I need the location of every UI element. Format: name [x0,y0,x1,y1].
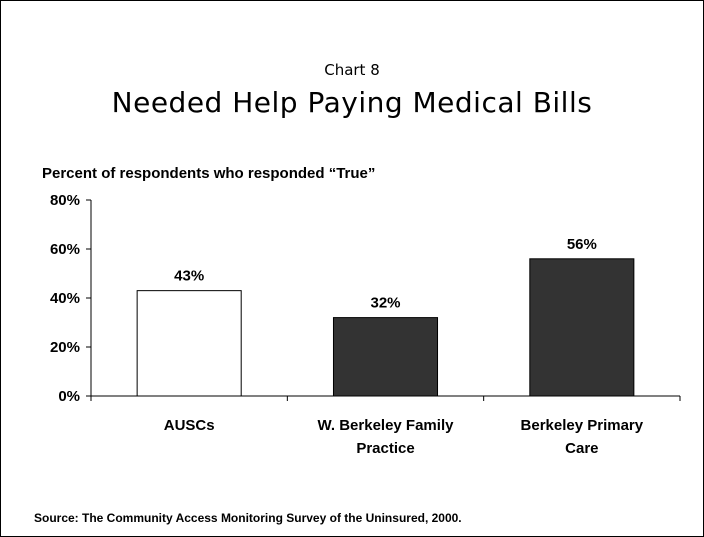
chart-supertitle: Chart 8 [324,61,380,79]
bar-value-label: 56% [567,236,597,253]
source-note: Source: The Community Access Monitoring … [34,511,462,525]
bar-value-label: 32% [370,295,400,312]
category-label: Practice [356,440,414,457]
y-tick-label: 40% [50,290,80,307]
chart-subtitle: Percent of respondents who responded “Tr… [42,165,375,182]
category-label: W. Berkeley Family [318,417,455,434]
bar [136,290,242,397]
y-tick-label: 0% [58,388,80,405]
category-labels: AUSCs W. Berkeley Family Practice Berkeley … [164,417,644,457]
bar [529,258,635,397]
bar [332,317,439,397]
y-tick-label: 60% [50,241,80,258]
category-label: Berkeley Primary [521,417,644,434]
chart-title: Needed Help Paying Medical Bills [112,86,593,119]
y-tick-label: 20% [50,339,80,356]
bar-value-label: 43% [174,268,204,285]
data-labels: 43% 32% 56% [174,236,597,312]
category-label: AUSCs [164,417,215,434]
y-tick-label: 80% [50,192,80,209]
bars [136,258,635,397]
category-label: Care [565,440,598,457]
